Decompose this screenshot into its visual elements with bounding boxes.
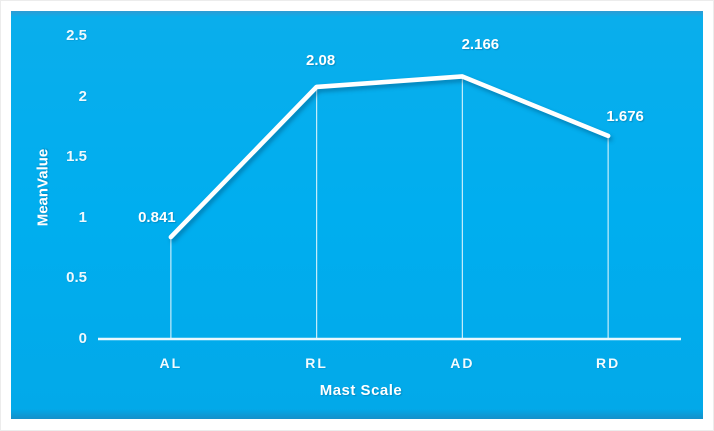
data-point-label: 1.676 (606, 107, 644, 125)
y-axis-title: MeanValue (34, 148, 52, 227)
x-category-label: RL (305, 355, 328, 371)
series-line (168, 74, 611, 240)
x-category-label: AD (450, 355, 475, 371)
chart-background: MeanValue Mast Scale 0 0.5 1 1.5 2 2.5 AL RL AD… (11, 11, 703, 419)
data-point-label: 0.841 (138, 209, 176, 227)
y-tick-label: 1.5 (66, 148, 87, 166)
x-category-label: RD (596, 355, 621, 371)
data-point-label: 2.166 (461, 36, 500, 54)
y-tick-label: 2 (78, 87, 87, 105)
y-tick-label: 1 (78, 208, 87, 226)
data-point-label: 2.08 (306, 51, 336, 69)
line-plot (98, 74, 681, 341)
y-tick-label: 2.5 (66, 27, 87, 44)
y-tick-label: 0 (78, 330, 87, 347)
x-category-label: AL (159, 355, 183, 371)
x-axis-title: Mast Scale (319, 382, 403, 399)
y-tick-label: 0.5 (66, 269, 87, 287)
